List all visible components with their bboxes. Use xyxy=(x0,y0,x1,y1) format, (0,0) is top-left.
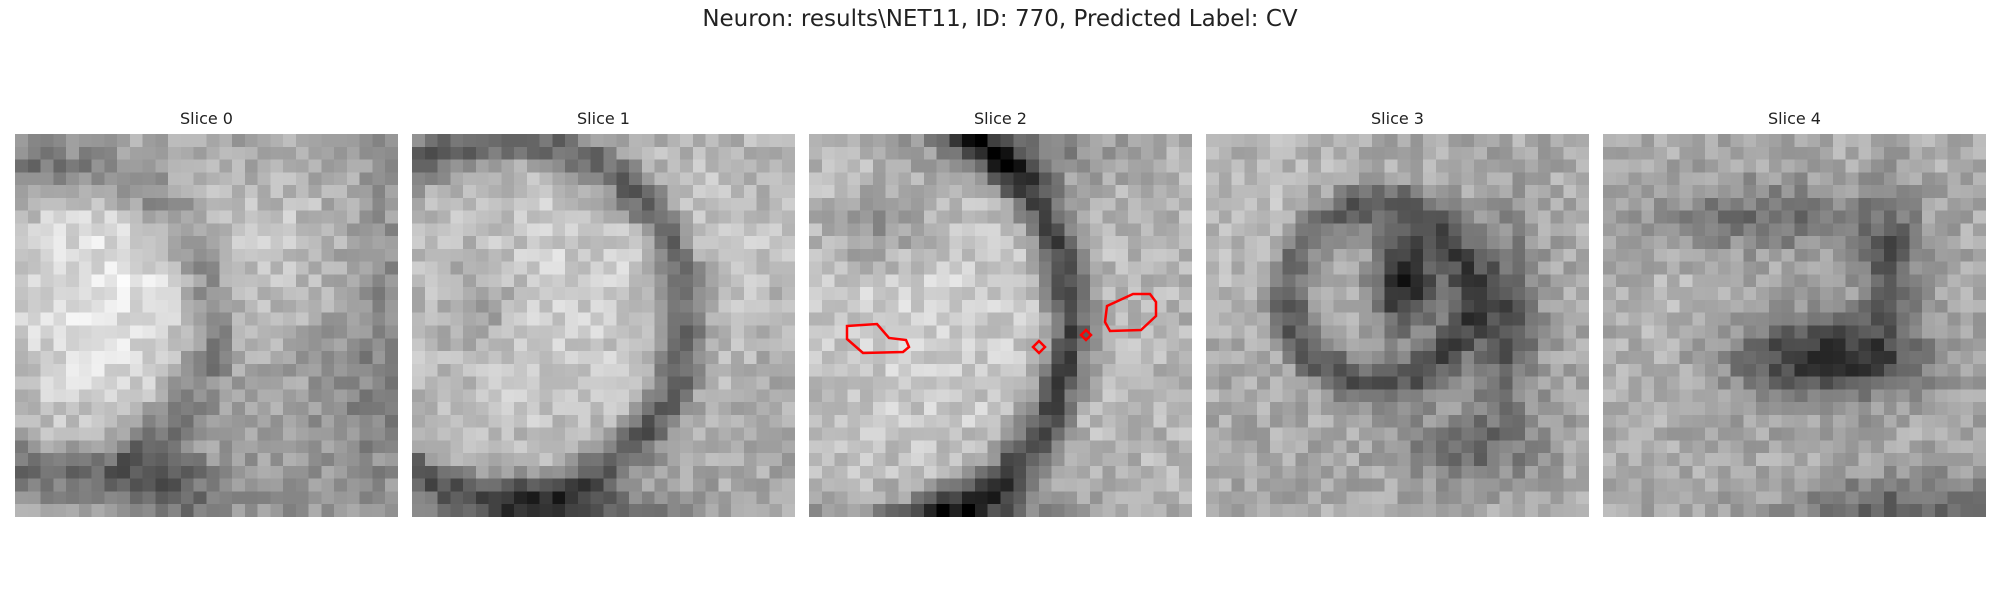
slice-panel-4: Slice 4 xyxy=(1603,108,1986,517)
figure-title: Neuron: results\NET11, ID: 770, Predicte… xyxy=(702,6,1298,32)
contour-small-diamond xyxy=(1031,339,1047,355)
slice-image xyxy=(412,134,795,517)
slice-panel-0: Slice 0 xyxy=(15,108,398,517)
contour-small-dot xyxy=(1079,328,1093,342)
slice-panel-1: Slice 1 xyxy=(412,108,795,517)
slice-title: Slice 1 xyxy=(577,109,630,128)
slice-panel-3: Slice 3 xyxy=(1206,108,1589,517)
slice-image xyxy=(15,134,398,517)
slice-image xyxy=(1603,134,1986,517)
slice-title: Slice 4 xyxy=(1768,109,1821,128)
slice-title: Slice 3 xyxy=(1371,109,1424,128)
slice-panel-2: Slice 2 xyxy=(809,108,1192,517)
slice-title: Slice 0 xyxy=(180,109,233,128)
contour-right xyxy=(1103,292,1158,333)
contour-overlay xyxy=(845,292,1158,355)
slice-image xyxy=(1206,134,1589,517)
contour-left xyxy=(845,322,911,355)
slice-title: Slice 2 xyxy=(974,109,1027,128)
